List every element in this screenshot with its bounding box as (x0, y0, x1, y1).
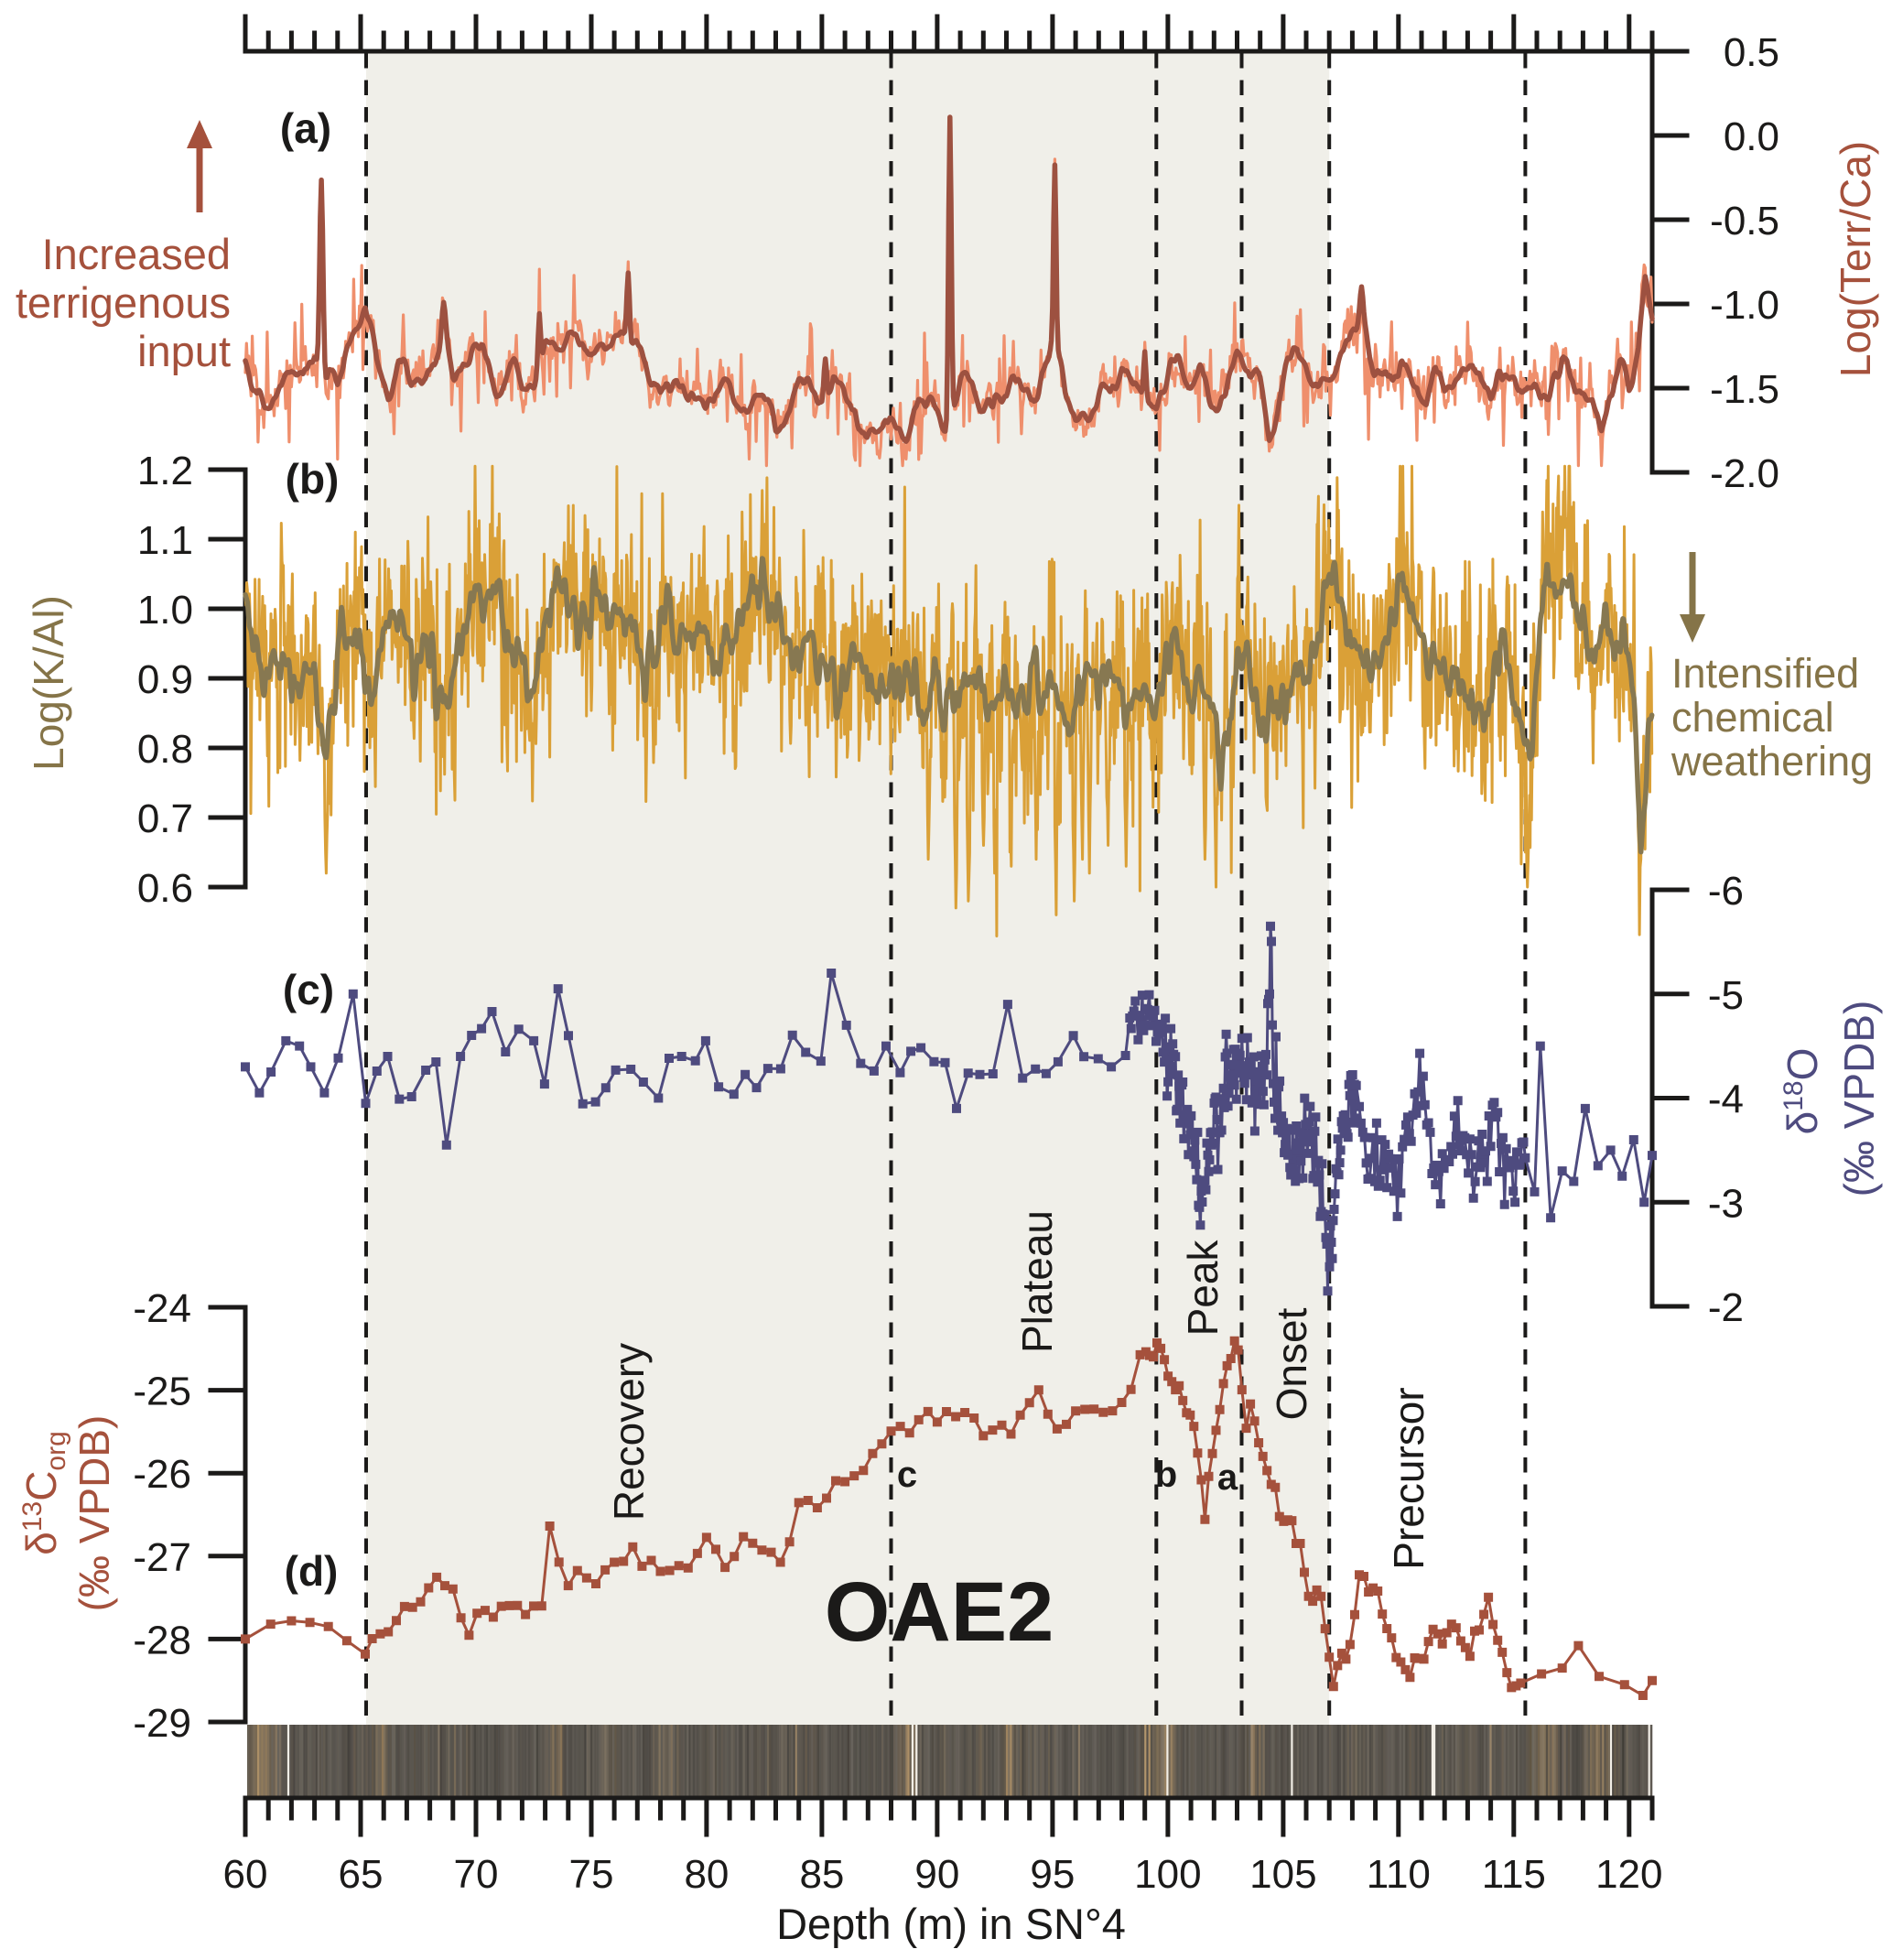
svg-text:1.0: 1.0 (137, 588, 193, 633)
svg-text:Log(Terr/Ca): Log(Terr/Ca) (1832, 141, 1879, 377)
svg-text:1.2: 1.2 (137, 449, 193, 493)
svg-text:terrigenous: terrigenous (16, 278, 231, 327)
svg-text:110: 110 (1367, 1852, 1431, 1897)
svg-text:Plateau: Plateau (1013, 1210, 1061, 1353)
svg-text:Peak: Peak (1179, 1240, 1227, 1337)
svg-text:-26: -26 (133, 1452, 191, 1497)
svg-text:Recovery: Recovery (605, 1343, 653, 1521)
svg-text:(c): (c) (283, 966, 334, 1013)
svg-text:80: 80 (684, 1852, 729, 1897)
svg-text:95: 95 (1030, 1852, 1075, 1897)
svg-text:0.6: 0.6 (137, 866, 193, 911)
svg-text:(‰ VPDB): (‰ VPDB) (1835, 1001, 1883, 1197)
svg-text:(d): (d) (285, 1547, 339, 1595)
svg-text:0.7: 0.7 (137, 796, 193, 841)
svg-text:120: 120 (1595, 1852, 1662, 1897)
svg-text:115: 115 (1482, 1852, 1546, 1897)
svg-text:0.8: 0.8 (137, 727, 193, 772)
svg-text:70: 70 (453, 1852, 498, 1897)
svg-text:-6: -6 (1708, 869, 1744, 914)
svg-text:-28: -28 (133, 1618, 191, 1662)
svg-text:-1.0: -1.0 (1710, 283, 1779, 328)
svg-text:-5: -5 (1708, 973, 1744, 1018)
svg-text:-2: -2 (1708, 1285, 1744, 1330)
svg-text:OAE2: OAE2 (825, 1565, 1054, 1659)
svg-text:-29: -29 (133, 1701, 191, 1746)
svg-text:0.9: 0.9 (137, 657, 193, 702)
svg-text:0.0: 0.0 (1724, 114, 1779, 159)
svg-text:-27: -27 (133, 1535, 191, 1580)
svg-text:65: 65 (339, 1852, 384, 1897)
svg-text:Log(K/Al): Log(K/Al) (25, 595, 72, 771)
svg-text:-1.5: -1.5 (1710, 367, 1779, 412)
svg-text:1.1: 1.1 (137, 518, 193, 563)
svg-text:105: 105 (1249, 1852, 1316, 1897)
svg-text:a: a (1217, 1457, 1238, 1498)
svg-text:60: 60 (223, 1852, 268, 1897)
svg-text:Intensified: Intensified (1671, 650, 1859, 697)
svg-text:chemical: chemical (1671, 694, 1834, 741)
svg-text:85: 85 (799, 1852, 844, 1897)
svg-text:(b): (b) (286, 455, 340, 503)
svg-text:-3: -3 (1708, 1181, 1744, 1226)
svg-text:-0.5: -0.5 (1710, 199, 1779, 244)
svg-text:(‰ VPDB): (‰ VPDB) (70, 1415, 118, 1612)
svg-text:(a): (a) (280, 104, 331, 152)
svg-text:Depth (m) in SN°4: Depth (m) in SN°4 (776, 1900, 1126, 1948)
svg-text:c: c (897, 1455, 917, 1495)
svg-text:Precursor: Precursor (1385, 1387, 1433, 1569)
svg-text:input: input (137, 327, 231, 375)
svg-text:Onset: Onset (1268, 1307, 1315, 1420)
svg-text:weathering: weathering (1670, 738, 1873, 785)
svg-text:100: 100 (1134, 1852, 1201, 1897)
svg-text:75: 75 (568, 1852, 613, 1897)
svg-text:-2.0: -2.0 (1710, 451, 1779, 496)
svg-text:-4: -4 (1708, 1077, 1744, 1122)
svg-text:b: b (1155, 1455, 1177, 1495)
svg-text:-24: -24 (133, 1286, 191, 1331)
svg-text:-25: -25 (133, 1370, 191, 1414)
svg-text:0.5: 0.5 (1724, 30, 1779, 75)
svg-text:Increased: Increased (42, 230, 231, 278)
svg-text:90: 90 (914, 1852, 959, 1897)
